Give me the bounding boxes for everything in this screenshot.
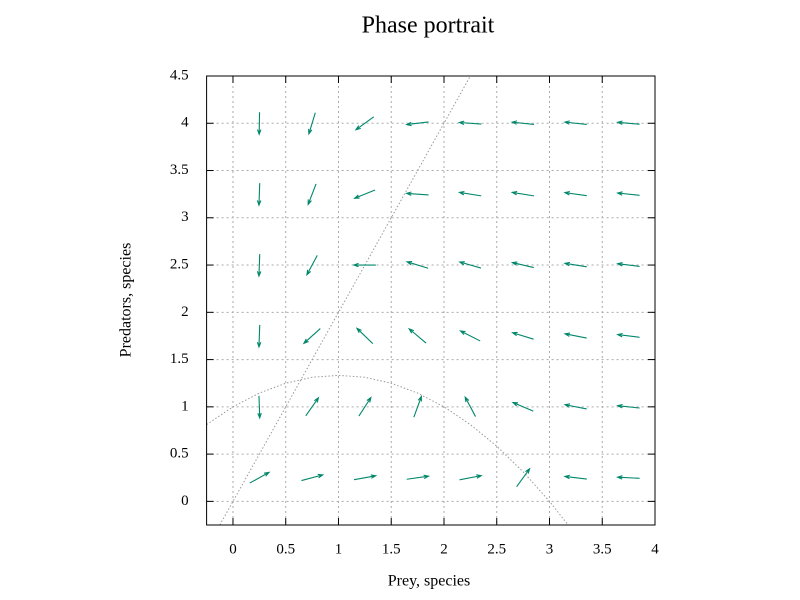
y-tick-label: 4 xyxy=(181,115,189,131)
nullcline xyxy=(206,374,569,525)
x-tick-label: 2 xyxy=(440,541,448,557)
vector-arrow xyxy=(616,120,640,125)
vector-arrow xyxy=(305,396,320,417)
x-tick-label: 4 xyxy=(651,541,659,557)
y-axis-label: Predators, species xyxy=(118,243,135,358)
nullclines xyxy=(206,76,569,525)
y-tick-label: 0.5 xyxy=(170,446,189,462)
vector-arrow xyxy=(457,120,482,126)
vector-arrow xyxy=(249,471,271,484)
vector-arrow xyxy=(563,474,587,480)
vector-arrow xyxy=(616,403,640,409)
vector-arrow xyxy=(302,328,321,345)
vector-arrow xyxy=(563,332,587,339)
vector-arrow xyxy=(616,191,640,196)
y-tick-label: 2.5 xyxy=(170,256,189,272)
vector-arrow xyxy=(352,262,376,268)
x-tick-label: 0.5 xyxy=(276,541,295,557)
vector-arrow xyxy=(563,120,587,125)
vector-arrow xyxy=(511,331,534,340)
y-tick-label: 1.5 xyxy=(170,351,189,367)
vector-arrow xyxy=(563,191,587,197)
vector-arrow xyxy=(510,261,534,269)
vector-arrow xyxy=(511,401,534,412)
vector-arrow xyxy=(355,327,374,344)
vector-arrow xyxy=(307,183,317,206)
vector-arrow xyxy=(510,120,535,125)
y-tick-label: 1 xyxy=(181,398,189,414)
x-tick-label: 1 xyxy=(335,541,343,557)
y-tick-label: 3 xyxy=(181,209,189,225)
vector-arrow xyxy=(306,255,318,277)
y-tick-label: 2 xyxy=(181,304,189,320)
vector-arrow xyxy=(516,467,531,487)
vector-arrow xyxy=(358,396,372,417)
vector-arrow xyxy=(413,394,422,418)
vector-arrow xyxy=(256,183,262,207)
x-tick-label: 3.5 xyxy=(593,541,612,557)
vector-arrow xyxy=(457,190,482,197)
vector-arrow xyxy=(353,189,376,199)
vector-arrow xyxy=(563,403,587,410)
nullcline xyxy=(219,76,471,525)
x-tick-label: 0 xyxy=(229,541,237,557)
vector-arrow xyxy=(405,191,429,196)
vector-field xyxy=(249,112,640,487)
vector-arrow xyxy=(405,261,429,269)
vector-arrow xyxy=(257,395,262,420)
vector-arrow xyxy=(464,395,477,417)
y-tick-label: 3.5 xyxy=(170,162,189,178)
y-tick-label: 0 xyxy=(181,493,189,509)
vector-arrow xyxy=(257,112,262,136)
vector-arrow xyxy=(301,473,325,482)
vector-arrow xyxy=(563,261,587,268)
vector-arrow xyxy=(256,324,262,349)
plot-frame xyxy=(206,75,656,526)
x-tick-label: 1.5 xyxy=(382,541,401,557)
vector-arrow xyxy=(616,475,640,480)
vector-arrow xyxy=(406,474,431,480)
vector-arrow xyxy=(353,474,378,481)
vector-arrow xyxy=(459,330,481,342)
vector-arrow xyxy=(405,121,429,127)
vector-arrow xyxy=(510,190,535,197)
vector-arrow xyxy=(459,474,483,481)
chart-title: Phase portrait xyxy=(362,13,495,39)
y-tick-label: 4.5 xyxy=(170,67,189,83)
vector-arrow xyxy=(256,254,262,278)
x-tick-label: 3 xyxy=(546,541,554,557)
vector-arrow xyxy=(616,332,640,338)
vector-arrow xyxy=(616,262,640,267)
vector-arrow xyxy=(407,327,427,344)
vector-arrow xyxy=(354,116,375,131)
ticks: 0 0.5 1 1.5 2 2.5 3 3.5 4 0 0.5 1 1.5 2 2.5 3 3.5 4 4.5 xyxy=(170,67,659,557)
x-axis-label: Prey, species xyxy=(388,573,471,590)
vector-arrow xyxy=(458,261,482,269)
vector-arrow xyxy=(308,112,316,136)
x-tick-label: 2.5 xyxy=(487,541,506,557)
